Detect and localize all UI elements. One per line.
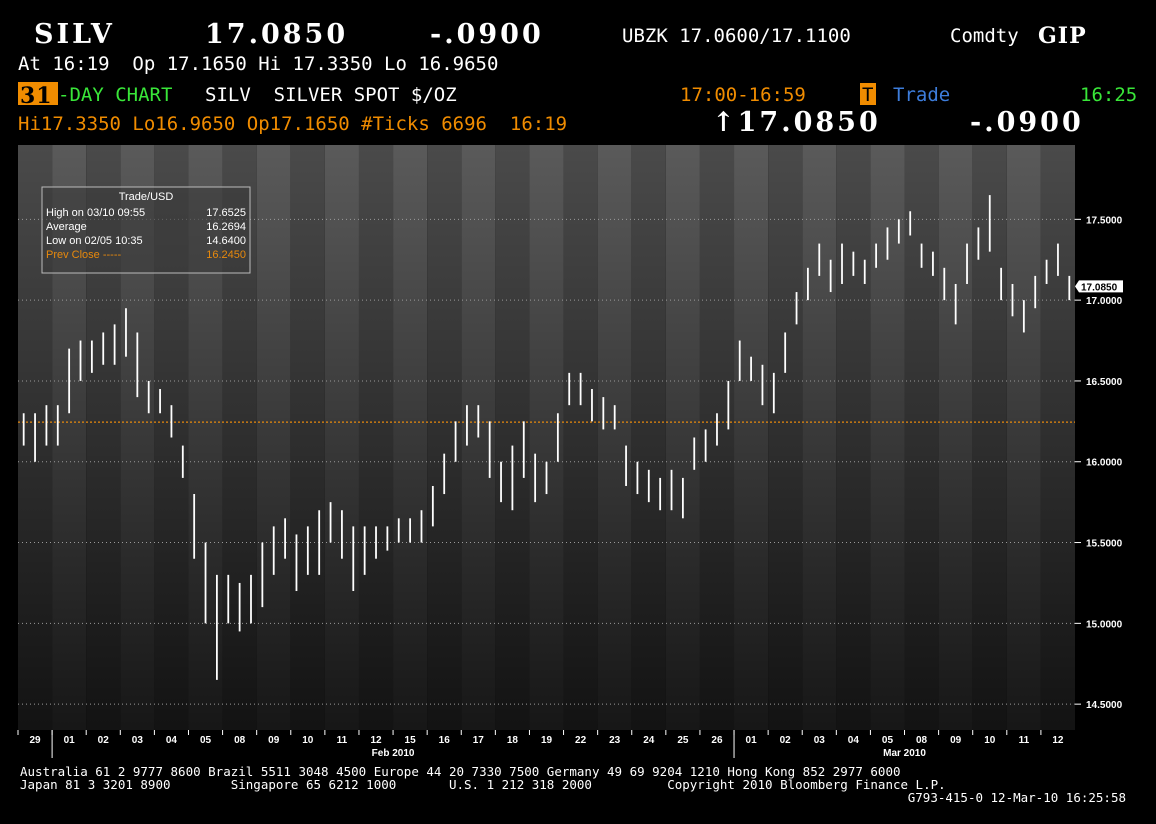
- month-label: Feb 2010: [372, 748, 415, 759]
- x-tick-label: 02: [780, 735, 792, 746]
- days-box: [18, 82, 58, 105]
- x-tick-label: 29: [29, 735, 41, 746]
- month-label: Mar 2010: [883, 748, 926, 759]
- t-flag: T: [862, 84, 873, 106]
- function-code: GIP: [1038, 23, 1087, 49]
- x-tick-label: 12: [370, 735, 382, 746]
- info-row-value: 17.6525: [206, 207, 246, 219]
- last-price-tag: [1075, 280, 1123, 293]
- trade-label: Trade: [893, 84, 950, 106]
- x-tick-label: 12: [1052, 735, 1064, 746]
- x-tick-label: 01: [64, 735, 76, 746]
- x-tick-label: 26: [711, 735, 723, 746]
- x-tick-label: 25: [677, 735, 689, 746]
- x-tick-label: 11: [337, 735, 348, 746]
- sector: Comdty: [950, 25, 1019, 47]
- x-tick-label: 09: [268, 735, 280, 746]
- x-tick-label: 03: [132, 735, 144, 746]
- bid-ask: UBZK 17.0600/17.1100: [622, 25, 851, 47]
- stats: Hi17.3350 Lo16.9650 Op17.1650 #Ticks 669…: [18, 113, 567, 135]
- x-tick-label: 24: [643, 735, 655, 746]
- footer-line: G793-415-0 12-Mar-10 16:25:58: [908, 790, 1126, 805]
- info-row-label: Low on 02/05 10:35: [46, 235, 143, 247]
- y-tick-label: 14.5000: [1086, 700, 1123, 711]
- x-tick-label: 08: [234, 735, 246, 746]
- x-tick-label: 05: [200, 735, 212, 746]
- y-tick-label: 16.5000: [1086, 377, 1123, 388]
- info-row-value: 16.2694: [206, 221, 246, 233]
- x-tick-label: 10: [302, 735, 314, 746]
- footer-line: Australia 61 2 9777 8600 Brazil 5511 304…: [20, 764, 901, 779]
- prev-close-value: 16.2450: [206, 249, 246, 261]
- y-tick-label: 15.0000: [1086, 619, 1123, 630]
- days: 31: [20, 83, 53, 109]
- y-tick-label: 17.0000: [1086, 296, 1123, 307]
- x-axis-band: [18, 730, 1075, 760]
- info-frame: [41, 186, 251, 274]
- x-tick-label: 04: [848, 735, 860, 746]
- x-tick-label: 16: [439, 735, 451, 746]
- info-row-label: Average: [46, 221, 87, 233]
- footer-line: Japan 81 3 3201 8900 Singapore 65 6212 1…: [20, 777, 946, 792]
- x-tick-label: 10: [984, 735, 996, 746]
- ticker: SILV: [34, 19, 115, 50]
- clock: 16:25: [1080, 84, 1137, 106]
- x-tick-label: 15: [405, 735, 417, 746]
- x-tick-label: 18: [507, 735, 519, 746]
- x-tick-label: 11: [1019, 735, 1030, 746]
- last-price-label: 17.0850: [1081, 282, 1118, 293]
- y-tick-label: 16.0000: [1086, 458, 1123, 469]
- x-tick-label: 05: [882, 735, 894, 746]
- x-tick-label: 23: [609, 735, 621, 746]
- info-title: Trade/USD: [119, 191, 174, 203]
- last-change: -.0900: [970, 107, 1084, 138]
- info-box: Trade/USD High on 03/10 09:55 17.6525 Avera…: [41, 186, 251, 274]
- t-box: [860, 83, 876, 105]
- session: 17:00-16:59: [680, 84, 806, 106]
- y-tick-label: 15.5000: [1086, 539, 1123, 550]
- chart: 14.5000 15.0000 15.5000 16.0000 16.5000 17.00…: [17, 145, 1123, 760]
- x-tick-label: 22: [575, 735, 587, 746]
- x-tick-label: 08: [916, 735, 928, 746]
- quote-line: At 16:19 Op 17.1650 Hi 17.3350 Lo 16.965…: [18, 53, 498, 75]
- x-tick-label: 17: [473, 735, 485, 746]
- x-tick-label: 02: [98, 735, 110, 746]
- x-tick-label: 04: [166, 735, 178, 746]
- x-tick-label: 09: [950, 735, 962, 746]
- price: 17.0850: [205, 19, 348, 50]
- description: SILV SILVER SPOT $/OZ: [205, 84, 457, 106]
- x-tick-label: 01: [746, 735, 758, 746]
- prev-close-label: Prev Close -----: [46, 249, 122, 261]
- chart-kind: -DAY CHART: [58, 84, 172, 106]
- y-tick-label: 17.5000: [1086, 215, 1123, 226]
- change: -.0900: [430, 19, 544, 50]
- last-price: ↑17.0850: [712, 107, 881, 138]
- info-row-label: High on 03/10 09:55: [46, 207, 145, 219]
- x-tick-label: 19: [541, 735, 553, 746]
- x-tick-label: 03: [814, 735, 826, 746]
- info-row-value: 14.6400: [206, 235, 246, 247]
